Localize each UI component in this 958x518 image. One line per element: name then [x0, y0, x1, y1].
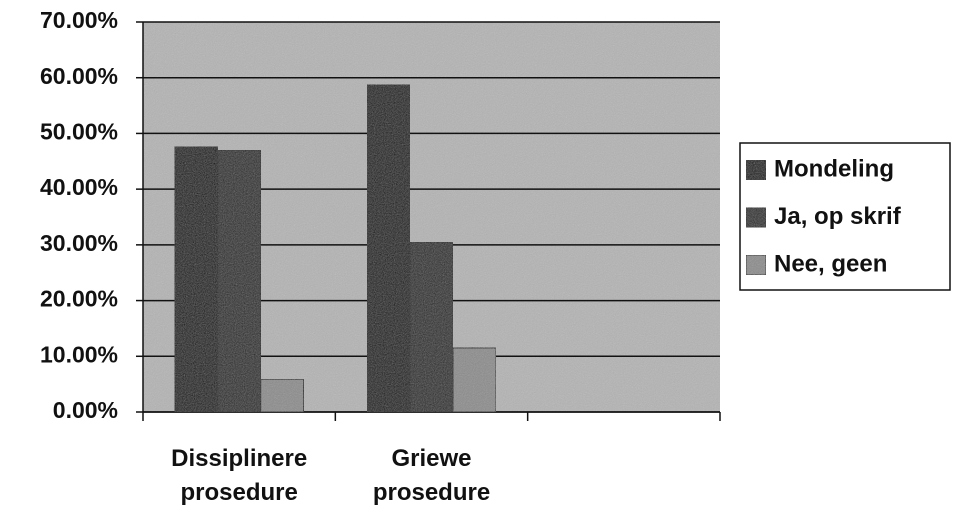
- legend-label: Nee, geen: [774, 250, 887, 277]
- legend-label: Mondeling: [774, 155, 894, 182]
- y-tick-label: 50.00%: [40, 119, 118, 145]
- y-tick-label: 30.00%: [40, 230, 118, 256]
- y-tick-label: 0.00%: [53, 397, 118, 423]
- bar: [409, 241, 454, 413]
- legend-swatch: [745, 254, 767, 276]
- x-tick-label: Griewe prosedure: [372, 445, 491, 506]
- legend-label: Ja, op skrif: [774, 203, 902, 230]
- bar: [174, 146, 219, 413]
- bar: [366, 84, 411, 413]
- x-tick-label: Dissiplinere prosedure: [171, 445, 308, 506]
- y-tick-label: 60.00%: [40, 63, 118, 89]
- legend-box: [739, 142, 951, 291]
- y-tick-label: 70.00%: [40, 7, 118, 33]
- bar: [260, 378, 305, 413]
- bar: [217, 149, 262, 413]
- y-tick-label: 10.00%: [40, 341, 118, 367]
- y-tick-label: 40.00%: [40, 174, 118, 200]
- legend-swatch: [745, 207, 767, 228]
- y-tick-label: 20.00%: [40, 286, 118, 312]
- bar: [452, 347, 497, 413]
- legend-swatch: [745, 159, 767, 181]
